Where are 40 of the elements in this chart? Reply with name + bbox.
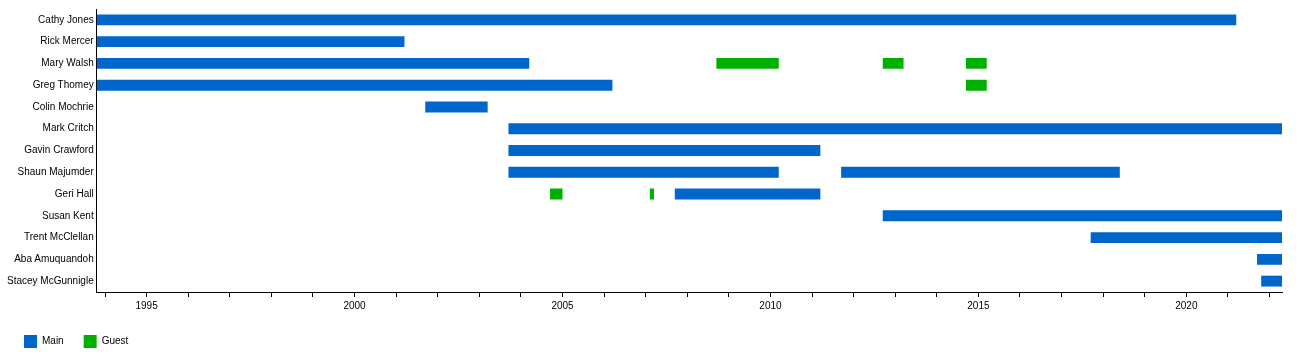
y-tick-label: Mary Walsh: [41, 57, 94, 69]
bar: [96, 36, 405, 48]
bar: [882, 210, 1282, 222]
x-tick-label: 1995: [135, 299, 159, 311]
bar: [425, 101, 488, 113]
x-tick-label: 2010: [759, 299, 783, 311]
bar: [508, 166, 779, 178]
y-tick-label: Rick Mercer: [40, 35, 95, 47]
x-tick-label: 2005: [551, 299, 575, 311]
y-tick-label: Geri Hall: [54, 187, 94, 199]
y-tick-label: Shaun Majumder: [17, 166, 95, 178]
y-tick-label: Cathy Jones: [38, 13, 94, 25]
bar: [1090, 232, 1282, 244]
bar: [1261, 275, 1282, 287]
bar: [716, 57, 779, 69]
x-tick-label: 2015: [967, 299, 990, 311]
bar: [96, 79, 613, 91]
legend-label: Guest: [101, 335, 129, 347]
bar: [965, 57, 987, 69]
y-tick-label: Colin Mochrie: [32, 100, 95, 112]
bar: [96, 14, 1237, 26]
bar: [841, 166, 1120, 178]
y-tick-label: Stacey McGunnigle: [6, 274, 95, 286]
y-tick-label: Aba Amuquandoh: [14, 253, 94, 265]
y-tick-label: Greg Thomey: [32, 78, 94, 90]
bar: [508, 145, 821, 156]
y-tick-label: Mark Critch: [42, 122, 94, 134]
bar: [96, 57, 530, 69]
bar: [882, 57, 904, 69]
bar: [965, 79, 987, 91]
bar: [508, 123, 1282, 135]
bar: [550, 188, 563, 200]
y-tick-label: Susan Kent: [41, 209, 94, 221]
bar: [1257, 253, 1282, 265]
y-tick-label: Trent McClellan: [24, 231, 94, 243]
y-tick-label: Gavin Crawford: [24, 144, 94, 156]
x-tick-label: 2020: [1175, 299, 1198, 311]
legend-label: Main: [42, 335, 64, 347]
bar: [674, 188, 821, 200]
x-tick-label: 2000: [343, 299, 367, 311]
